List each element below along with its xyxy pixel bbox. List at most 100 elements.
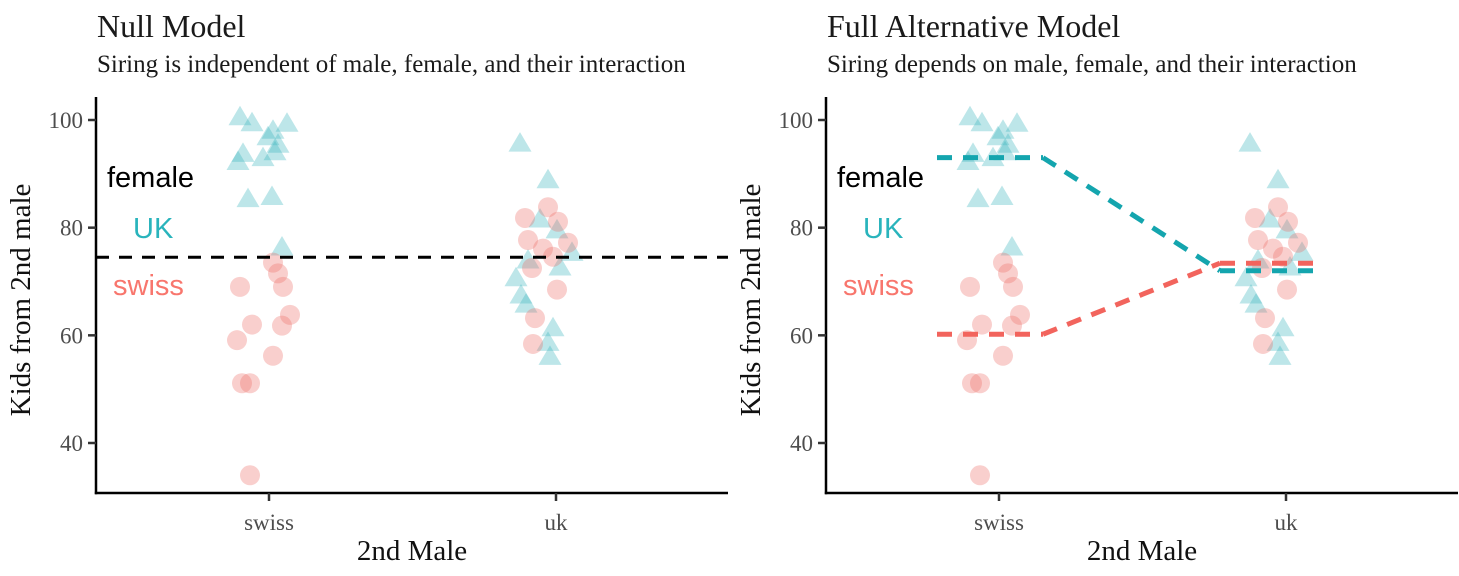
data-point-swiss-female-circle xyxy=(523,333,543,354)
data-point-uk-female-triangle xyxy=(966,187,990,208)
y-tick-label: 40 xyxy=(60,431,83,456)
data-point-uk-female-triangle xyxy=(1234,266,1258,287)
data-point-uk-female-triangle xyxy=(263,140,287,161)
data-point-swiss-female-circle xyxy=(543,246,563,267)
data-point-swiss-female-circle xyxy=(525,308,545,329)
y-tick-label: 60 xyxy=(60,323,83,348)
panel-title: Null Model xyxy=(97,8,246,44)
x-tick-label: uk xyxy=(1275,510,1299,535)
x-tick-label: uk xyxy=(545,510,569,535)
data-point-uk-female-triangle xyxy=(536,168,560,189)
data-point-uk-female-triangle xyxy=(260,185,284,205)
data-point-swiss-female-circle xyxy=(960,276,980,297)
y-tick-label: 60 xyxy=(790,323,813,348)
data-point-uk-female-triangle xyxy=(504,266,528,287)
data-point-swiss-female-circle xyxy=(547,279,567,300)
data-point-uk-female-triangle xyxy=(996,133,1020,153)
data-point-swiss-female-circle xyxy=(1003,276,1023,297)
data-point-uk-female-triangle xyxy=(509,283,533,304)
data-point-swiss-female-circle xyxy=(1268,197,1288,218)
data-point-uk-female-triangle xyxy=(991,119,1015,139)
data-point-uk-female-triangle xyxy=(986,125,1010,146)
data-point-swiss-female-circle xyxy=(1002,315,1022,336)
uk-female-mean-line-connector xyxy=(1041,155,1222,273)
legend-annotation-female: female xyxy=(837,162,924,194)
data-point-swiss-female-circle xyxy=(1245,207,1265,228)
data-point-uk-female-triangle xyxy=(228,105,252,126)
data-point-swiss-female-circle xyxy=(232,373,252,394)
data-point-uk-female-triangle xyxy=(958,105,982,126)
data-point-uk-female-triangle xyxy=(536,331,560,351)
panel-subtitle: Siring is independent of male, female, a… xyxy=(97,51,686,78)
data-point-swiss-female-circle xyxy=(533,238,553,259)
data-point-swiss-female-circle xyxy=(1248,230,1268,251)
panel-title: Full Alternative Model xyxy=(827,8,1121,44)
data-point-uk-female-triangle xyxy=(1258,208,1282,228)
data-point-swiss-female-circle xyxy=(1263,238,1283,259)
data-point-uk-female-triangle xyxy=(270,236,294,256)
data-point-uk-female-triangle xyxy=(1266,331,1290,351)
legend-annotation-swiss: swiss xyxy=(843,270,914,302)
data-point-uk-female-triangle xyxy=(548,255,572,276)
data-point-uk-female-triangle xyxy=(231,142,255,162)
data-point-swiss-female-circle xyxy=(993,252,1013,273)
data-point-uk-female-triangle xyxy=(956,150,980,170)
swiss-female-mean-line-connector xyxy=(1042,260,1221,337)
y-axis-label: Kids from 2nd male xyxy=(5,184,37,417)
panel-full-alternative-model: Full Alternative Model Siring depends on… xyxy=(730,0,1459,576)
data-point-swiss-female-circle xyxy=(240,373,260,394)
data-point-uk-female-triangle xyxy=(1271,316,1295,337)
data-point-uk-female-triangle xyxy=(508,132,532,152)
y-tick-label: 40 xyxy=(790,431,813,456)
null-model-plot: 40 60 80 100 swiss uk 2nd Male Kids from 2nd ma… xyxy=(5,97,728,567)
data-point-swiss-female-circle xyxy=(280,304,300,325)
data-point-swiss-female-circle xyxy=(240,465,260,486)
x-axis-label: 2nd Male xyxy=(357,535,467,567)
data-point-uk-female-triangle xyxy=(1275,218,1299,239)
data-point-uk-female-triangle xyxy=(514,293,538,313)
data-point-uk-female-triangle xyxy=(1266,168,1290,189)
data-point-uk-female-triangle xyxy=(251,146,275,167)
data-point-swiss-female-circle xyxy=(538,197,558,218)
y-tick-label: 100 xyxy=(779,108,814,133)
data-point-uk-female-triangle xyxy=(970,111,994,132)
data-point-swiss-female-circle xyxy=(263,345,283,366)
data-point-swiss-female-circle xyxy=(1253,333,1273,354)
data-point-swiss-female-circle xyxy=(1010,304,1030,325)
data-point-swiss-female-circle xyxy=(230,276,250,297)
panel-null-model: Null Model Siring is independent of male… xyxy=(5,8,728,567)
data-point-swiss-female-circle xyxy=(1278,211,1298,232)
y-tick-label: 100 xyxy=(49,108,84,133)
data-point-swiss-female-circle xyxy=(1277,279,1297,300)
y-axis-label: Kids from 2nd male xyxy=(735,184,767,417)
y-tick-label: 80 xyxy=(60,216,83,241)
data-point-uk-female-triangle xyxy=(545,218,569,239)
data-point-swiss-female-circle xyxy=(962,373,982,394)
data-point-uk-female-triangle xyxy=(1268,345,1292,365)
data-point-uk-female-triangle xyxy=(528,208,552,228)
data-point-swiss-female-circle xyxy=(272,315,292,336)
data-point-uk-female-triangle xyxy=(1290,241,1314,261)
data-point-uk-female-triangle xyxy=(275,112,299,132)
data-point-uk-female-triangle xyxy=(256,125,280,146)
data-point-uk-female-triangle xyxy=(236,187,260,208)
data-point-uk-female-triangle xyxy=(1000,236,1024,256)
y-tick-label: 80 xyxy=(790,216,813,241)
data-point-uk-female-triangle xyxy=(1238,132,1262,152)
data-point-swiss-female-circle xyxy=(998,263,1018,284)
data-point-swiss-female-circle xyxy=(970,465,990,486)
data-point-swiss-female-circle xyxy=(268,263,288,284)
data-point-uk-female-triangle xyxy=(1005,112,1029,132)
data-point-uk-female-triangle xyxy=(990,185,1014,205)
legend-annotation-female: female xyxy=(107,162,194,194)
data-point-swiss-female-circle xyxy=(518,230,538,251)
data-point-uk-female-triangle xyxy=(266,133,290,153)
legend-annotation-swiss: swiss xyxy=(113,270,184,302)
legend-annotation-uk: UK xyxy=(863,213,904,245)
data-point-swiss-female-circle xyxy=(558,232,578,253)
x-tick-label: swiss xyxy=(974,510,1024,535)
data-point-swiss-female-circle xyxy=(548,211,568,232)
data-point-uk-female-triangle xyxy=(516,248,540,269)
panel-subtitle: Siring depends on male, female, and thei… xyxy=(827,51,1357,78)
